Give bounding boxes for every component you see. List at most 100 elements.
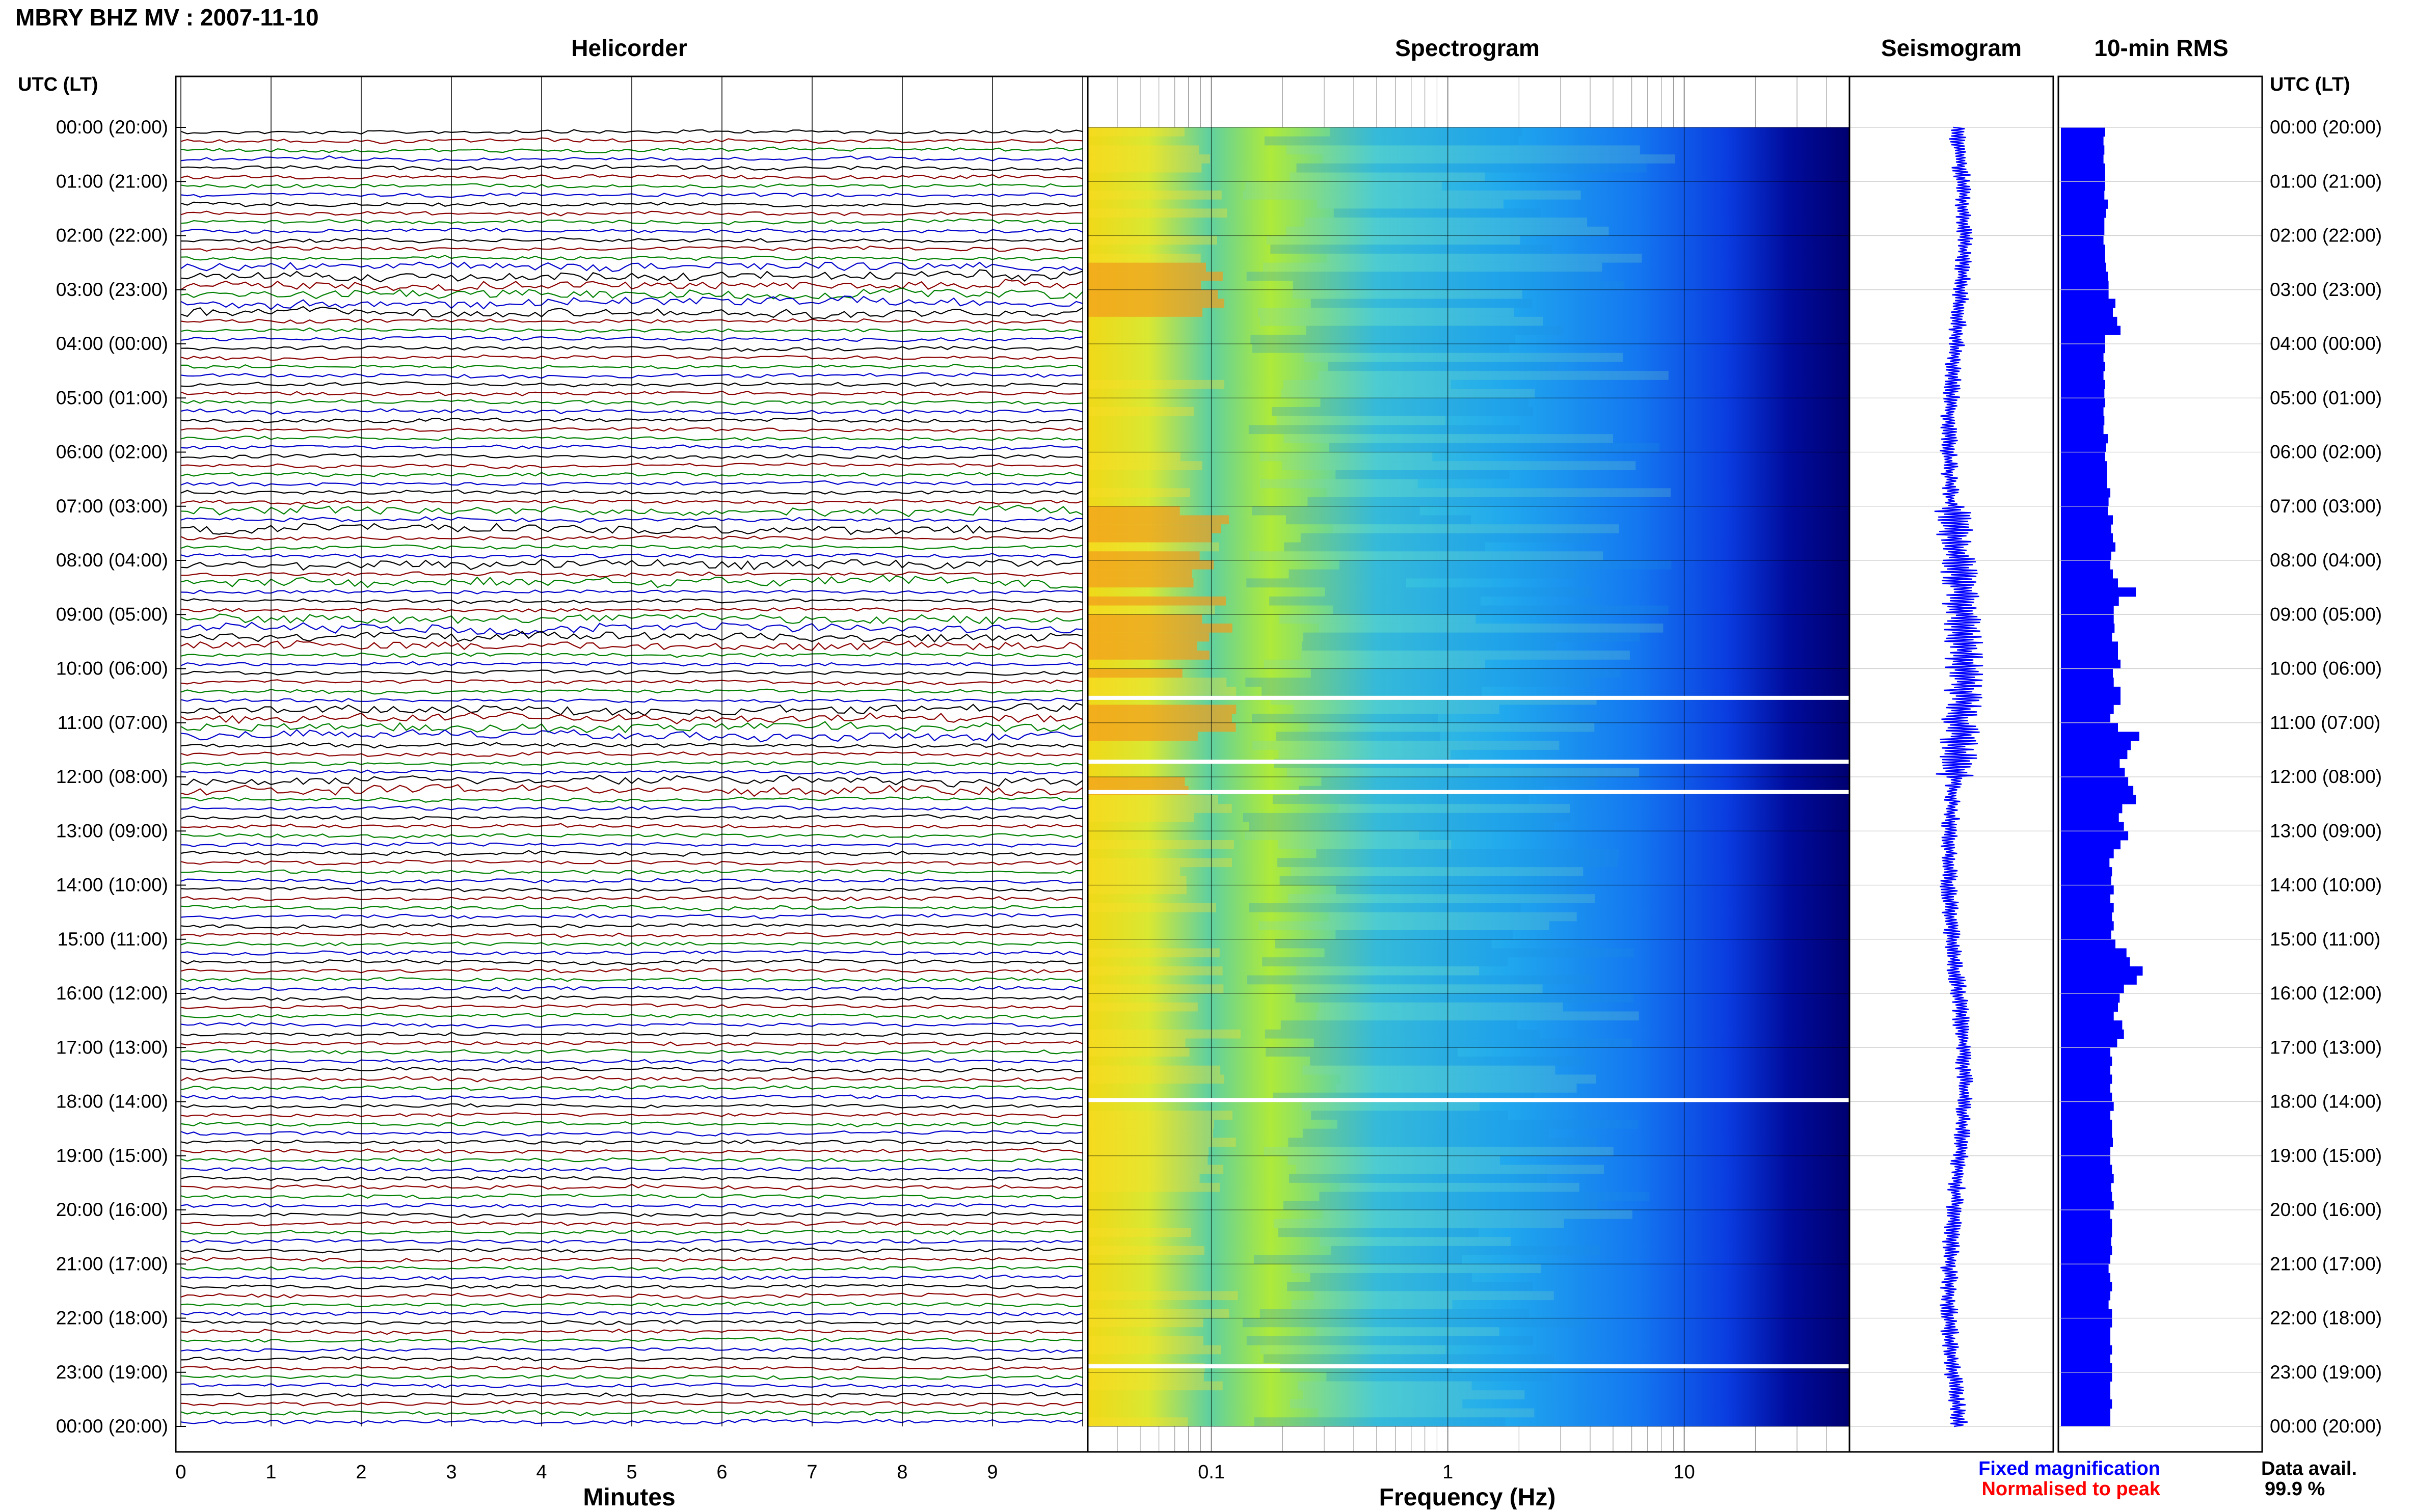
spectrogram-gap [1088, 1364, 1849, 1369]
spectrogram-band [1088, 542, 1220, 552]
rms-bar [2061, 1399, 2112, 1409]
spectrogram-band [1258, 921, 1549, 931]
hour-label-left: 11:00 (07:00) [58, 712, 168, 733]
hour-label-right: 21:00 (17:00) [2270, 1253, 2382, 1274]
rms-bar [2061, 1092, 2112, 1102]
spectrogram-band [1327, 253, 1642, 263]
spectrogram-band [1088, 858, 1232, 868]
rms-bar [2061, 777, 2129, 787]
spectrogram-band [1252, 741, 1560, 750]
rms-bar [2061, 903, 2114, 913]
spectrogram-band [1088, 668, 1183, 678]
spectrogram-band [1336, 1084, 1577, 1093]
spectrogram-band [1088, 488, 1190, 498]
spectrogram-band [1318, 1408, 1535, 1418]
spectrogram-band [1088, 632, 1210, 642]
spectrogram-band [1088, 795, 1218, 804]
rms-bar [2061, 1354, 2110, 1364]
hour-label-right: 16:00 (12:00) [2270, 983, 2382, 1004]
spectrogram-band [1088, 1065, 1221, 1075]
rms-bar [2061, 795, 2136, 804]
spectrogram-band [1088, 1111, 1232, 1120]
rms-bar [2061, 308, 2113, 317]
spectrogram-band [1337, 1119, 1639, 1129]
spectrogram-band [1088, 208, 1227, 218]
rms-bar [2061, 326, 2121, 335]
spectrogram-band [1339, 1182, 1579, 1192]
rms-bar [2061, 668, 2113, 678]
rms-bar [2061, 524, 2111, 534]
spectrogram-band [1252, 506, 1420, 516]
hour-label-right: 07:00 (03:00) [2270, 496, 2382, 517]
rms-bar [2061, 208, 2106, 218]
rms-bar [2061, 804, 2123, 814]
spectrogram-band [1252, 714, 1438, 723]
spectrogram-band [1265, 1029, 1540, 1039]
rms-bar [2061, 930, 2111, 940]
spectrogram-band [1285, 515, 1471, 525]
rms-bar [2061, 732, 2139, 741]
spectrogram-band [1252, 344, 1510, 353]
rms-bar [2061, 749, 2128, 760]
spectrogram-band [1269, 596, 1481, 606]
minute-tick-label: 2 [356, 1462, 366, 1483]
rms-bar [2061, 813, 2119, 823]
spectrogram-band [1250, 335, 1515, 344]
legend-normalised-to-peak: Normalised to peak [1981, 1478, 2160, 1500]
rms-bar [2061, 461, 2107, 471]
spectrogram-band [1088, 641, 1197, 651]
frequency-tick-label: 1 [1442, 1462, 1453, 1483]
rms-bar [2061, 488, 2110, 498]
hour-label-right: 03:00 (23:00) [2270, 279, 2382, 300]
spectrogram-band [1088, 127, 1185, 137]
rms-bar [2061, 651, 2118, 660]
spectrogram-band [1088, 1309, 1229, 1318]
spectrogram-band [1326, 1372, 1551, 1382]
spectrogram-band [1290, 1399, 1463, 1409]
spectrogram-band [1287, 1155, 1500, 1165]
rms-bar [2061, 127, 2105, 137]
spectrogram-band [1331, 1246, 1600, 1255]
hour-label-left: 16:00 (12:00) [56, 983, 168, 1004]
spectrogram-band [1323, 1210, 1632, 1219]
spectrogram-band [1272, 407, 1533, 416]
rms-bar [2061, 398, 2105, 408]
spectrogram-band [1311, 1111, 1509, 1120]
spectrogram-band [1306, 326, 1563, 335]
rms-bar [2061, 407, 2104, 417]
rms-bar [2061, 272, 2108, 281]
spectrogram-band [1088, 596, 1226, 606]
axis-ticks: 0 1 2 3 4 5 6 7 8 9 0.1 1 10 [175, 1462, 1695, 1483]
panel-frame [2057, 75, 2263, 1453]
spectrogram-band [1313, 1038, 1632, 1048]
spectrogram-band [1290, 172, 1485, 182]
spectrogram-band [1286, 145, 1640, 155]
spectrogram-band [1247, 975, 1593, 985]
spectrogram-band [1088, 1074, 1224, 1084]
rms-bar [2061, 560, 2110, 570]
hour-label-right: 20:00 (16:00) [2270, 1199, 2382, 1220]
spectrogram-band [1088, 407, 1194, 416]
rms-bar [2061, 1065, 2110, 1075]
rms-bar [2061, 957, 2130, 967]
spectrogram-band [1308, 722, 1595, 732]
spectrogram-band [1304, 218, 1588, 227]
spectrogram-band [1291, 1264, 1541, 1273]
spectrogram-band [1246, 1336, 1534, 1345]
hour-label-right: 05:00 (01:00) [2270, 387, 2382, 408]
rms-bar [2061, 1264, 2109, 1274]
rms-bar [2061, 659, 2121, 669]
rms-bar [2061, 1327, 2110, 1337]
spectrogram-band [1284, 542, 1485, 552]
rms-bar [2061, 380, 2105, 390]
rms-bar [2061, 1219, 2112, 1228]
spectrogram-band [1246, 272, 1601, 281]
rms-bar [2061, 281, 2109, 290]
spectrogram-band [1088, 1372, 1204, 1382]
hour-label-left: 02:00 (22:00) [56, 225, 168, 246]
minute-tick-label: 3 [446, 1462, 457, 1483]
spectrogram-band [1088, 190, 1222, 200]
seismogram-trace [1934, 126, 1983, 1427]
minute-tick-label: 0 [175, 1462, 186, 1483]
rms-bar [2061, 1138, 2113, 1147]
